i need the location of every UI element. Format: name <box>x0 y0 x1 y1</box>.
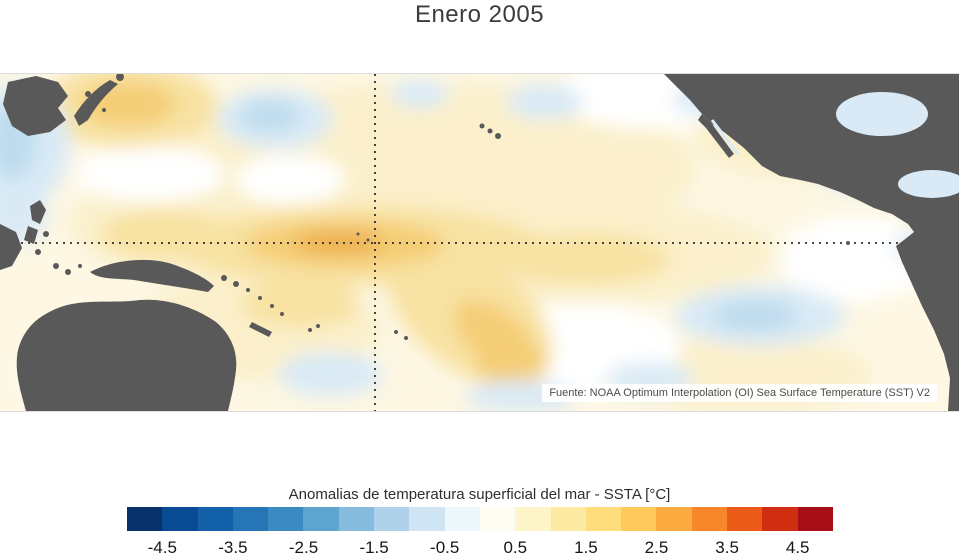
source-attribution: Fuente: NOAA Optimum Interpolation (OI) … <box>542 384 937 402</box>
colorbar-segment <box>656 507 692 531</box>
colorbar-tick: 4.5 <box>785 538 810 557</box>
landmass-asia-japan <box>3 76 68 136</box>
colorbar-tick: -3.5 <box>218 538 248 557</box>
gulf-of-mexico-water <box>836 92 928 136</box>
island-dot <box>394 330 398 334</box>
island-dot <box>116 74 124 81</box>
landmass-new-guinea <box>90 259 214 292</box>
colorbar <box>127 507 833 531</box>
landmass-australia <box>16 299 237 411</box>
island-dot <box>270 304 274 308</box>
island-dot <box>356 232 360 236</box>
colorbar-ticks: -4.5 -3.5 -2.5 -1.5 -0.5 0.5 1.5 2.5 3.5 4.5 <box>127 538 833 557</box>
colorbar-segment <box>409 507 445 531</box>
colorbar-segment <box>762 507 798 531</box>
colorbar-tick: -1.5 <box>359 538 389 557</box>
page-title: Enero 2005 <box>414 1 545 28</box>
island-dot <box>102 108 106 112</box>
colorbar-segment <box>127 507 163 531</box>
landmass-borneo-edge <box>0 224 22 270</box>
colorbar-wrap: -4.5 -3.5 -2.5 -1.5 -0.5 0.5 1.5 2.5 3.5 4.5 <box>127 507 833 557</box>
colorbar-segment <box>550 507 586 531</box>
colorbar-tick: -2.5 <box>288 538 319 557</box>
colorbar-segment <box>621 507 657 531</box>
colorbar-segment <box>585 507 622 531</box>
island-dot <box>308 328 312 332</box>
colorbar-tick: 3.5 <box>715 538 739 557</box>
colorbar-segment <box>338 507 375 531</box>
landmasses <box>0 74 959 411</box>
colorbar-segment <box>691 507 728 531</box>
landmass-americas <box>664 74 959 411</box>
landmass-philippines-south <box>24 226 38 244</box>
landmass-baja-california <box>698 114 734 158</box>
colorbar-segment <box>727 507 763 531</box>
island-dot <box>53 263 59 269</box>
island-dot <box>93 99 99 105</box>
caribbean-water <box>898 170 959 198</box>
island-dot <box>366 238 370 242</box>
island-dot <box>404 336 408 340</box>
island-dot <box>35 249 41 255</box>
warm-anomaly-blobs-core <box>42 74 670 387</box>
colorbar-segment <box>479 507 516 531</box>
island-dot <box>221 275 227 281</box>
colorbar-segment <box>197 507 233 531</box>
landmass-cuba <box>894 148 944 170</box>
island-dot <box>280 312 284 316</box>
island-dot <box>316 324 320 328</box>
galapagos-dot <box>846 241 850 245</box>
hawaii-island-dot <box>495 133 501 139</box>
landmass-new-caledonia <box>249 322 272 337</box>
colorbar-segment <box>374 507 410 531</box>
colorbar-tick: -0.5 <box>430 538 460 557</box>
colorbar-segment <box>444 507 480 531</box>
colorbar-segment <box>268 507 304 531</box>
island-dot <box>85 91 91 97</box>
island-dot <box>43 231 49 237</box>
island-dot <box>258 296 262 300</box>
colorbar-segment <box>232 507 269 531</box>
island-dot <box>65 269 71 275</box>
colorbar-segment <box>797 507 833 531</box>
colorbar-tick: 2.5 <box>644 538 669 557</box>
colorbar-tick: -4.5 <box>147 538 177 557</box>
hawaii-island-dot <box>487 128 493 134</box>
reference-lines <box>0 74 959 411</box>
colorbar-segment <box>162 507 198 531</box>
colorbar-tick: 1.5 <box>574 538 598 557</box>
landmass-philippines <box>30 200 46 224</box>
colorbar-label: Anomalias de temperatura superficial del… <box>288 486 671 503</box>
ssta-map: Fuente: NOAA Optimum Interpolation (OI) … <box>0 73 959 412</box>
hawaii-island-dot <box>479 123 485 129</box>
island-dot <box>246 288 250 292</box>
colorbar-segment <box>303 507 339 531</box>
gulf-of-california <box>710 119 740 155</box>
ssta-map-canvas <box>0 74 959 411</box>
island-dot <box>233 281 239 287</box>
colorbar-segment <box>515 507 551 531</box>
colorbar-tick: 0.5 <box>503 538 528 557</box>
island-dot <box>78 264 82 268</box>
